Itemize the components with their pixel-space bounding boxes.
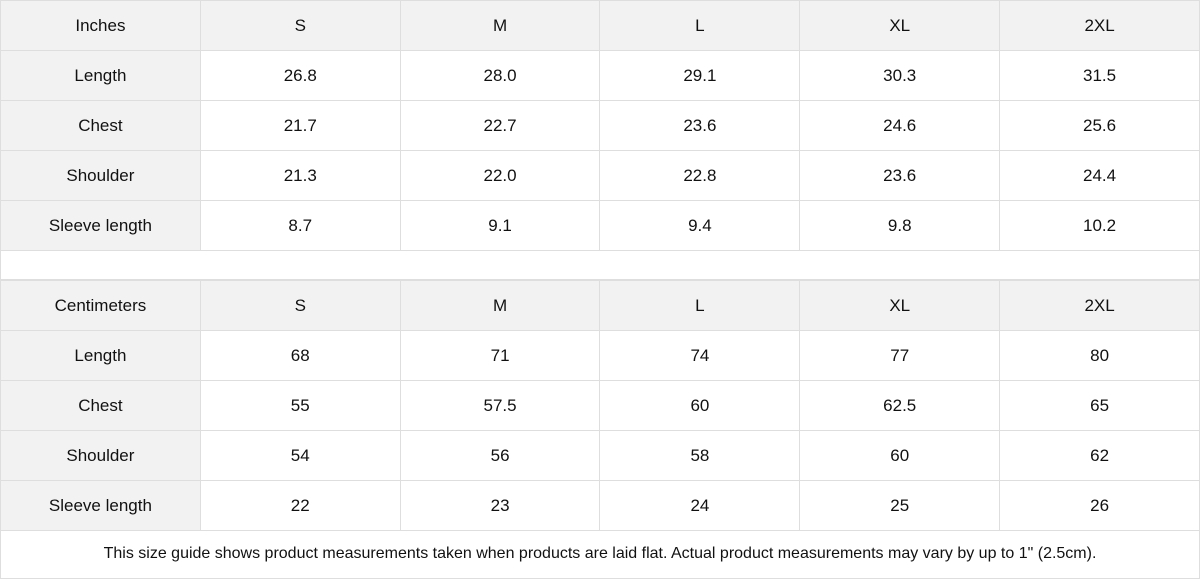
measurement-cell: 31.5 — [999, 50, 1200, 101]
measurement-cell: 10.2 — [999, 200, 1200, 251]
measurement-cell: 23 — [399, 480, 601, 531]
table-row: Chest 55 57.5 60 62.5 65 — [0, 380, 1200, 431]
row-label: Chest — [0, 380, 201, 431]
measurement-cell: 60 — [599, 380, 801, 431]
unit-header: Inches — [0, 0, 201, 51]
measurement-cell: 62.5 — [799, 380, 1001, 431]
measurement-cell: 77 — [799, 330, 1001, 381]
size-header: S — [199, 280, 401, 331]
header-row: Inches S M L XL 2XL — [0, 0, 1200, 51]
measurement-cell: 30.3 — [799, 50, 1001, 101]
centimeters-table: Centimeters S M L XL 2XL Length 68 71 74 77 80 Chest… — [0, 280, 1200, 531]
size-header: M — [399, 0, 601, 51]
table-row: Shoulder 21.3 22.0 22.8 23.6 24.4 — [0, 150, 1200, 201]
size-header: XL — [799, 0, 1001, 51]
table-row: Length 68 71 74 77 80 — [0, 330, 1200, 381]
row-label: Sleeve length — [0, 200, 201, 251]
measurement-cell: 22.7 — [399, 100, 601, 151]
measurement-cell: 24.6 — [799, 100, 1001, 151]
measurement-cell: 22.8 — [599, 150, 801, 201]
measurement-cell: 24 — [599, 480, 801, 531]
table-row: Chest 21.7 22.7 23.6 24.6 25.6 — [0, 100, 1200, 151]
measurement-cell: 68 — [199, 330, 401, 381]
measurement-cell: 25 — [799, 480, 1001, 531]
measurement-cell: 24.4 — [999, 150, 1200, 201]
unit-header: Centimeters — [0, 280, 201, 331]
measurement-cell: 8.7 — [199, 200, 401, 251]
measurement-cell: 29.1 — [599, 50, 801, 101]
measurement-cell: 28.0 — [399, 50, 601, 101]
measurement-cell: 80 — [999, 330, 1200, 381]
size-header: M — [399, 280, 601, 331]
size-header: L — [599, 0, 801, 51]
measurement-cell: 55 — [199, 380, 401, 431]
header-row: Centimeters S M L XL 2XL — [0, 280, 1200, 331]
row-label: Length — [0, 50, 201, 101]
measurement-cell: 58 — [599, 430, 801, 481]
measurement-cell: 25.6 — [999, 100, 1200, 151]
size-header: S — [199, 0, 401, 51]
measurement-cell: 54 — [199, 430, 401, 481]
table-row: Length 26.8 28.0 29.1 30.3 31.5 — [0, 50, 1200, 101]
table-row: Shoulder 54 56 58 60 62 — [0, 430, 1200, 481]
size-header: 2XL — [999, 0, 1200, 51]
measurement-cell: 60 — [799, 430, 1001, 481]
measurement-cell: 22 — [199, 480, 401, 531]
size-header: L — [599, 280, 801, 331]
row-label: Shoulder — [0, 430, 201, 481]
size-guide-note: This size guide shows product measuremen… — [0, 530, 1200, 579]
measurement-cell: 56 — [399, 430, 601, 481]
measurement-cell: 57.5 — [399, 380, 601, 431]
table-row: Sleeve length 8.7 9.1 9.4 9.8 10.2 — [0, 200, 1200, 251]
size-header: XL — [799, 280, 1001, 331]
inches-table: Inches S M L XL 2XL Length 26.8 28.0 29.1 30.3 31.5… — [0, 0, 1200, 251]
measurement-cell: 26 — [999, 480, 1200, 531]
row-label: Length — [0, 330, 201, 381]
measurement-cell: 23.6 — [599, 100, 801, 151]
measurement-cell: 65 — [999, 380, 1200, 431]
row-label: Shoulder — [0, 150, 201, 201]
measurement-cell: 21.3 — [199, 150, 401, 201]
table-spacer — [0, 250, 1200, 280]
measurement-cell: 23.6 — [799, 150, 1001, 201]
measurement-cell: 9.1 — [399, 200, 601, 251]
measurement-cell: 9.8 — [799, 200, 1001, 251]
row-label: Chest — [0, 100, 201, 151]
measurement-cell: 22.0 — [399, 150, 601, 201]
row-label: Sleeve length — [0, 480, 201, 531]
measurement-cell: 71 — [399, 330, 601, 381]
table-row: Sleeve length 22 23 24 25 26 — [0, 480, 1200, 531]
measurement-cell: 9.4 — [599, 200, 801, 251]
measurement-cell: 74 — [599, 330, 801, 381]
measurement-cell: 21.7 — [199, 100, 401, 151]
measurement-cell: 62 — [999, 430, 1200, 481]
size-header: 2XL — [999, 280, 1200, 331]
measurement-cell: 26.8 — [199, 50, 401, 101]
